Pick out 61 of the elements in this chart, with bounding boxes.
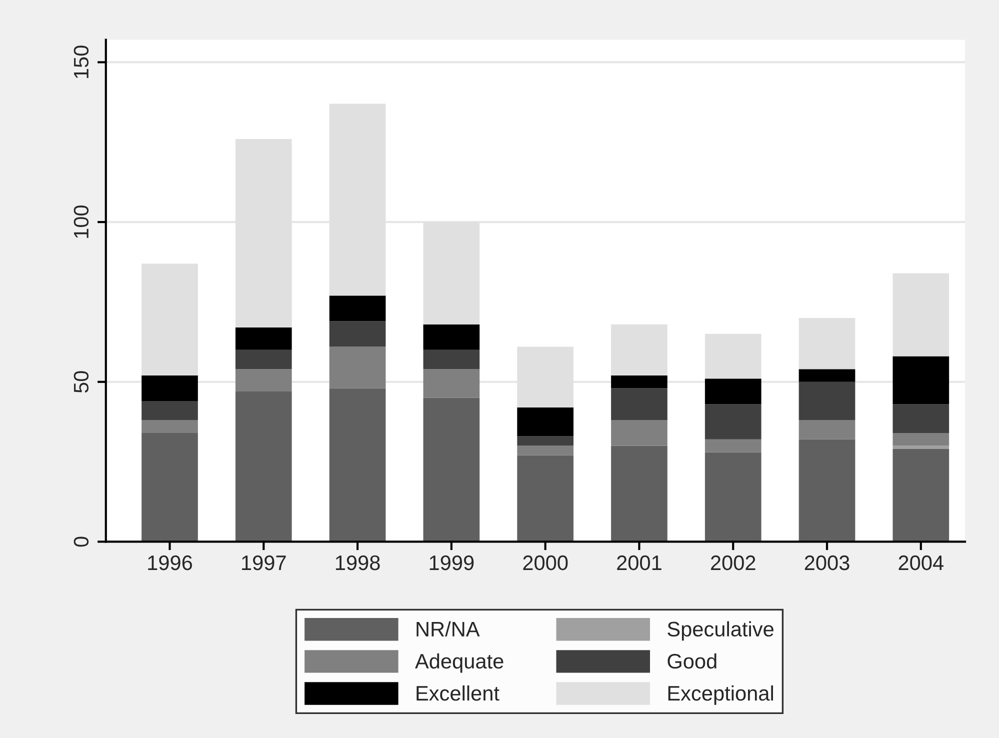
bar [611,420,668,446]
bar [517,446,574,456]
bar [423,398,480,542]
y-tick-label: 100 [74,205,89,238]
bar [142,375,198,402]
legend-label: Excellent [416,685,500,701]
bar [611,324,668,376]
x-tick-label: 1999 [430,555,474,570]
bar [517,436,574,446]
bar [704,404,762,440]
x-tick-label: 1996 [148,555,192,570]
bar [329,388,386,542]
bar [798,439,856,542]
bar [235,350,292,370]
legend-label: Speculative [668,621,774,641]
bar [235,369,292,392]
bar [423,350,480,370]
bar [611,375,668,388]
legend-label: Good [668,653,716,669]
bar [517,407,574,436]
legend-label: Adequate [415,653,504,673]
bar [142,420,198,434]
bar [704,452,762,542]
x-tick-label: 2002 [710,555,756,570]
bar [235,328,292,350]
bar [892,448,950,542]
bar [892,356,950,404]
bar [142,433,198,542]
y-tick-label: 0 [74,536,89,547]
bar [329,346,386,388]
x-tick-label: 2001 [617,555,662,570]
y-tick-label: 50 [74,371,89,393]
x-tick-label: 1997 [242,555,286,570]
bar [798,382,856,420]
bar [798,318,856,370]
bar [892,446,950,449]
bar [611,446,668,542]
x-tick-label: 2004 [898,555,944,570]
x-tick-label: 1998 [336,555,380,570]
bar [704,439,762,452]
bar [517,455,574,542]
bar [611,388,668,420]
bar [798,369,856,382]
x-tick-label: 2000 [523,555,568,570]
legend-label: NR/NA [416,621,480,637]
bar [892,273,950,356]
bar [704,334,762,379]
y-tick-label: 150 [74,46,89,78]
x-tick-label: 2003 [804,555,850,570]
bar [329,321,386,347]
bar [423,369,480,398]
legend-label: Exceptional [668,685,773,705]
bar [704,378,762,404]
bar [142,401,198,420]
bar [798,420,856,440]
bar [235,391,292,542]
bar [329,296,386,322]
bar [892,433,950,446]
bar [892,404,950,434]
bar [142,264,198,376]
bar [423,324,480,350]
